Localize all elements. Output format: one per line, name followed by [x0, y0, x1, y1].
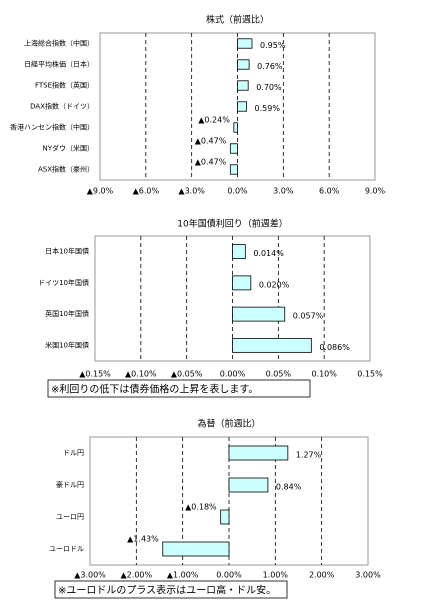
value-label: 0.020%	[259, 280, 290, 289]
bar	[232, 306, 286, 322]
value-label: 0.59%	[255, 104, 281, 113]
bar	[237, 101, 247, 112]
x-tick-label: 0.10%	[311, 370, 337, 379]
x-tick-label: 0.00%	[216, 571, 242, 580]
x-tick-label: ▲6.0%	[133, 187, 160, 196]
value-label: 0.76%	[257, 62, 283, 71]
x-tick-label: 1.00%	[263, 571, 289, 580]
y-tick-label: ドル円	[63, 449, 84, 457]
x-tick-label: 0.00%	[220, 370, 246, 379]
bar	[229, 164, 238, 175]
bar	[220, 509, 230, 525]
x-tick-label: ▲1.00%	[167, 571, 199, 580]
y-tick-label: ASX指数（豪州）	[38, 165, 94, 174]
bar	[162, 541, 230, 557]
x-tick-label: 3.0%	[273, 187, 294, 196]
value-label: 0.057%	[293, 312, 324, 321]
y-tick-label: 上海総合指数（中国）	[24, 39, 94, 48]
value-label: ▲0.24%	[198, 115, 230, 124]
x-tick-label: ▲9.0%	[87, 187, 114, 196]
annotation: ※利回りの低下は債券価格の上昇を表します。	[51, 383, 258, 396]
x-tick-label: ▲0.05%	[171, 370, 203, 379]
value-label: ▲0.18%	[185, 503, 217, 512]
bar	[229, 143, 238, 154]
y-tick-label: 米国10年国債	[45, 340, 89, 349]
bar	[237, 80, 249, 91]
x-tick-label: ▲3.00%	[74, 571, 106, 580]
x-tick-label: 6.0%	[319, 187, 340, 196]
value-label: 0.95%	[260, 41, 286, 50]
x-tick-label: ▲0.15%	[79, 370, 111, 379]
x-tick-label: 9.0%	[365, 187, 386, 196]
y-tick-label: ユーロ円	[56, 513, 84, 521]
x-tick-label: ▲2.00%	[121, 571, 153, 580]
bar	[228, 477, 269, 493]
bar	[233, 122, 238, 133]
bar	[232, 275, 252, 291]
value-label: 0.014%	[253, 249, 284, 258]
value-label: 0.086%	[319, 343, 350, 352]
x-tick-label: 0.05%	[266, 370, 292, 379]
x-tick-label: ▲0.10%	[125, 370, 157, 379]
x-tick-label: 0.15%	[357, 370, 383, 379]
value-label: ▲0.47%	[195, 157, 227, 166]
y-tick-label: DAX指数（ドイツ）	[30, 102, 94, 111]
y-tick-label: 豪ドル円	[56, 480, 84, 489]
y-tick-label: FTSE指数（英国）	[35, 81, 94, 90]
bar	[228, 445, 289, 461]
y-tick-label: NYダウ（米国）	[42, 144, 94, 153]
chart-title: 10年国債利回り（前週差）	[177, 218, 287, 230]
x-tick-label: ▲3.0%	[178, 187, 205, 196]
x-tick-label: 3.00%	[355, 571, 381, 580]
bar	[232, 337, 312, 353]
value-label: ▲1.43%	[127, 535, 159, 544]
note-box	[47, 379, 311, 398]
value-label: 0.70%	[256, 83, 282, 92]
chart-title: 株式（前週比）	[206, 14, 269, 26]
note-box	[54, 580, 288, 599]
y-tick-label: ユーロドル	[49, 545, 84, 553]
y-tick-label: 日本10年国債	[45, 247, 89, 256]
value-label: 1.27%	[296, 451, 322, 460]
x-tick-label: 0.0%	[227, 187, 248, 196]
x-tick-label: 2.00%	[309, 571, 335, 580]
y-tick-label: ドイツ10年国債	[38, 278, 89, 287]
bar	[237, 59, 250, 70]
value-label: ▲0.47%	[195, 136, 227, 145]
value-label: 0.84%	[276, 483, 302, 492]
chart-title: 為替（前週比）	[197, 418, 260, 430]
y-tick-label: 日経平均株価（日本）	[24, 60, 94, 69]
bar	[232, 244, 246, 260]
bar	[237, 38, 253, 49]
y-tick-label: 英国10年国債	[45, 309, 89, 318]
y-tick-label: 香港ハンセン指数（中国）	[10, 123, 94, 132]
annotation: ※ユーロドルのプラス表示はユーロ高・ドル安。	[58, 584, 276, 597]
